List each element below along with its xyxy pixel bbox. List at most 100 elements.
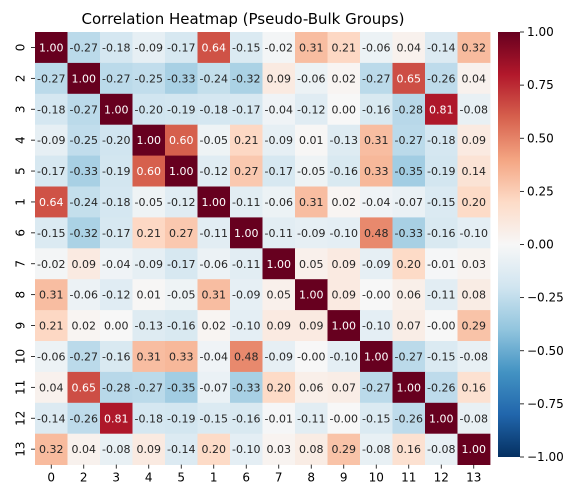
heatmap-cell-label: -0.27 bbox=[37, 72, 65, 85]
heatmap-cell-label: -0.05 bbox=[297, 165, 325, 178]
heatmap-cell bbox=[262, 279, 296, 311]
heatmap-cell bbox=[100, 155, 133, 187]
heatmap-cell-label: -0.15 bbox=[427, 196, 455, 209]
heatmap-cell-label: -0.33 bbox=[167, 72, 195, 85]
y-tick-label: 0 bbox=[14, 44, 28, 52]
heatmap-cell bbox=[100, 310, 133, 342]
heatmap-cell bbox=[457, 310, 491, 342]
heatmap-cell-label: 0.09 bbox=[332, 289, 357, 302]
y-tick-label: 7 bbox=[14, 260, 28, 268]
heatmap-cell-label: -0.15 bbox=[232, 41, 260, 54]
heatmap-cell bbox=[35, 186, 68, 218]
heatmap-cell-label: 0.31 bbox=[39, 289, 64, 302]
heatmap-cell-label: -0.28 bbox=[395, 103, 423, 116]
heatmap-cell bbox=[360, 433, 393, 465]
heatmap-cell bbox=[67, 62, 101, 95]
heatmap-cell-label: 0.31 bbox=[137, 350, 162, 363]
heatmap-cell bbox=[67, 310, 101, 342]
heatmap-cell-label: -0.07 bbox=[395, 196, 423, 209]
heatmap-cell-label: 0.31 bbox=[299, 196, 324, 209]
heatmap-cell-label: 0.31 bbox=[299, 41, 324, 54]
heatmap-cell bbox=[295, 279, 328, 311]
heatmap-cell-label: -0.24 bbox=[200, 72, 228, 85]
heatmap-cell bbox=[327, 279, 361, 311]
heatmap-cell-label: -0.17 bbox=[102, 227, 130, 240]
heatmap-cell-label: 0.16 bbox=[462, 381, 487, 394]
heatmap-cell bbox=[230, 310, 263, 342]
heatmap-cell bbox=[197, 371, 231, 404]
heatmap-cell bbox=[457, 217, 491, 249]
heatmap-cell-label: 0.65 bbox=[72, 381, 97, 394]
heatmap-cell-label: 0.01 bbox=[137, 289, 162, 302]
heatmap-cell bbox=[132, 124, 166, 156]
heatmap-cell-label: -0.16 bbox=[167, 320, 195, 333]
heatmap-cell-label: -0.19 bbox=[167, 412, 195, 425]
heatmap-cell bbox=[425, 279, 458, 311]
heatmap-cell bbox=[132, 279, 166, 311]
heatmap-cell bbox=[327, 341, 361, 373]
heatmap-cell bbox=[197, 248, 231, 280]
heatmap-cell-label: -0.25 bbox=[70, 134, 98, 147]
heatmap-cell-label: 1.00 bbox=[104, 103, 129, 116]
heatmap-cell bbox=[295, 433, 328, 465]
heatmap-cell-label: 0.33 bbox=[169, 350, 194, 363]
heatmap-cell-label: 0.20 bbox=[397, 258, 422, 271]
heatmap-cell bbox=[457, 62, 491, 95]
heatmap-cell bbox=[35, 341, 68, 373]
heatmap-cell bbox=[230, 124, 263, 156]
heatmap-cell bbox=[392, 433, 426, 465]
heatmap-cell bbox=[327, 433, 361, 465]
heatmap-cell bbox=[262, 402, 296, 435]
heatmap-cell-label: -0.10 bbox=[330, 350, 358, 363]
heatmap-cell bbox=[67, 93, 101, 126]
heatmap-cell bbox=[360, 279, 393, 311]
heatmap-cell-label: -0.11 bbox=[232, 258, 260, 271]
heatmap-cell-label: 0.09 bbox=[299, 320, 324, 333]
heatmap-cell-label: -0.19 bbox=[427, 165, 455, 178]
heatmap-cell-label: -0.06 bbox=[200, 258, 228, 271]
heatmap-cell-label: 0.00 bbox=[332, 103, 357, 116]
x-tick-label: 10 bbox=[369, 471, 384, 485]
heatmap-cell-label: 0.27 bbox=[234, 165, 259, 178]
heatmap-cell-label: -0.26 bbox=[395, 412, 423, 425]
heatmap-cell-label: 0.20 bbox=[267, 381, 292, 394]
heatmap-cell-label: 0.04 bbox=[462, 72, 487, 85]
heatmap-cell bbox=[230, 341, 263, 373]
y-tick-label: 10 bbox=[14, 349, 28, 364]
heatmap-cell-label: -0.09 bbox=[265, 134, 293, 147]
heatmap-cell bbox=[392, 186, 426, 218]
heatmap-cell-label: -0.16 bbox=[232, 412, 260, 425]
heatmap-cell bbox=[295, 310, 328, 342]
heatmap-cell bbox=[132, 371, 166, 404]
heatmap-cell-label: -0.18 bbox=[135, 412, 163, 425]
heatmap-cell bbox=[67, 341, 101, 373]
heatmap-cell-label: 0.21 bbox=[332, 41, 357, 54]
heatmap-cell bbox=[197, 217, 231, 249]
heatmap-cell-label: -0.33 bbox=[395, 227, 423, 240]
heatmap-cell-label: 0.14 bbox=[462, 165, 487, 178]
heatmap-cell-label: -0.00 bbox=[362, 289, 390, 302]
heatmap-cell bbox=[457, 371, 491, 404]
heatmap-cell-label: 0.48 bbox=[364, 227, 389, 240]
heatmap-cell-label: 0.27 bbox=[169, 227, 194, 240]
heatmap-cell-label: 0.09 bbox=[462, 134, 487, 147]
heatmap-cell-label: -0.06 bbox=[362, 41, 390, 54]
heatmap-cell bbox=[360, 62, 393, 95]
heatmap-cell-label: 1.00 bbox=[364, 350, 389, 363]
heatmap-cell bbox=[327, 93, 361, 126]
heatmap-cell bbox=[100, 93, 133, 126]
heatmap-cell-label: -0.05 bbox=[167, 289, 195, 302]
y-tick-label: 6 bbox=[14, 229, 28, 237]
heatmap-cell bbox=[35, 279, 68, 311]
heatmap-cell-label: 0.09 bbox=[332, 258, 357, 271]
y-tick-label: 1 bbox=[14, 198, 28, 206]
heatmap-cell bbox=[327, 124, 361, 156]
heatmap-cell bbox=[67, 279, 101, 311]
x-tick-label: 13 bbox=[466, 471, 481, 485]
heatmap-cell-label: -0.10 bbox=[232, 320, 260, 333]
heatmap-cell-label: -0.32 bbox=[232, 72, 260, 85]
heatmap-cell-label: 0.05 bbox=[267, 289, 292, 302]
heatmap-cell bbox=[295, 32, 328, 64]
heatmap-cell bbox=[67, 371, 101, 404]
